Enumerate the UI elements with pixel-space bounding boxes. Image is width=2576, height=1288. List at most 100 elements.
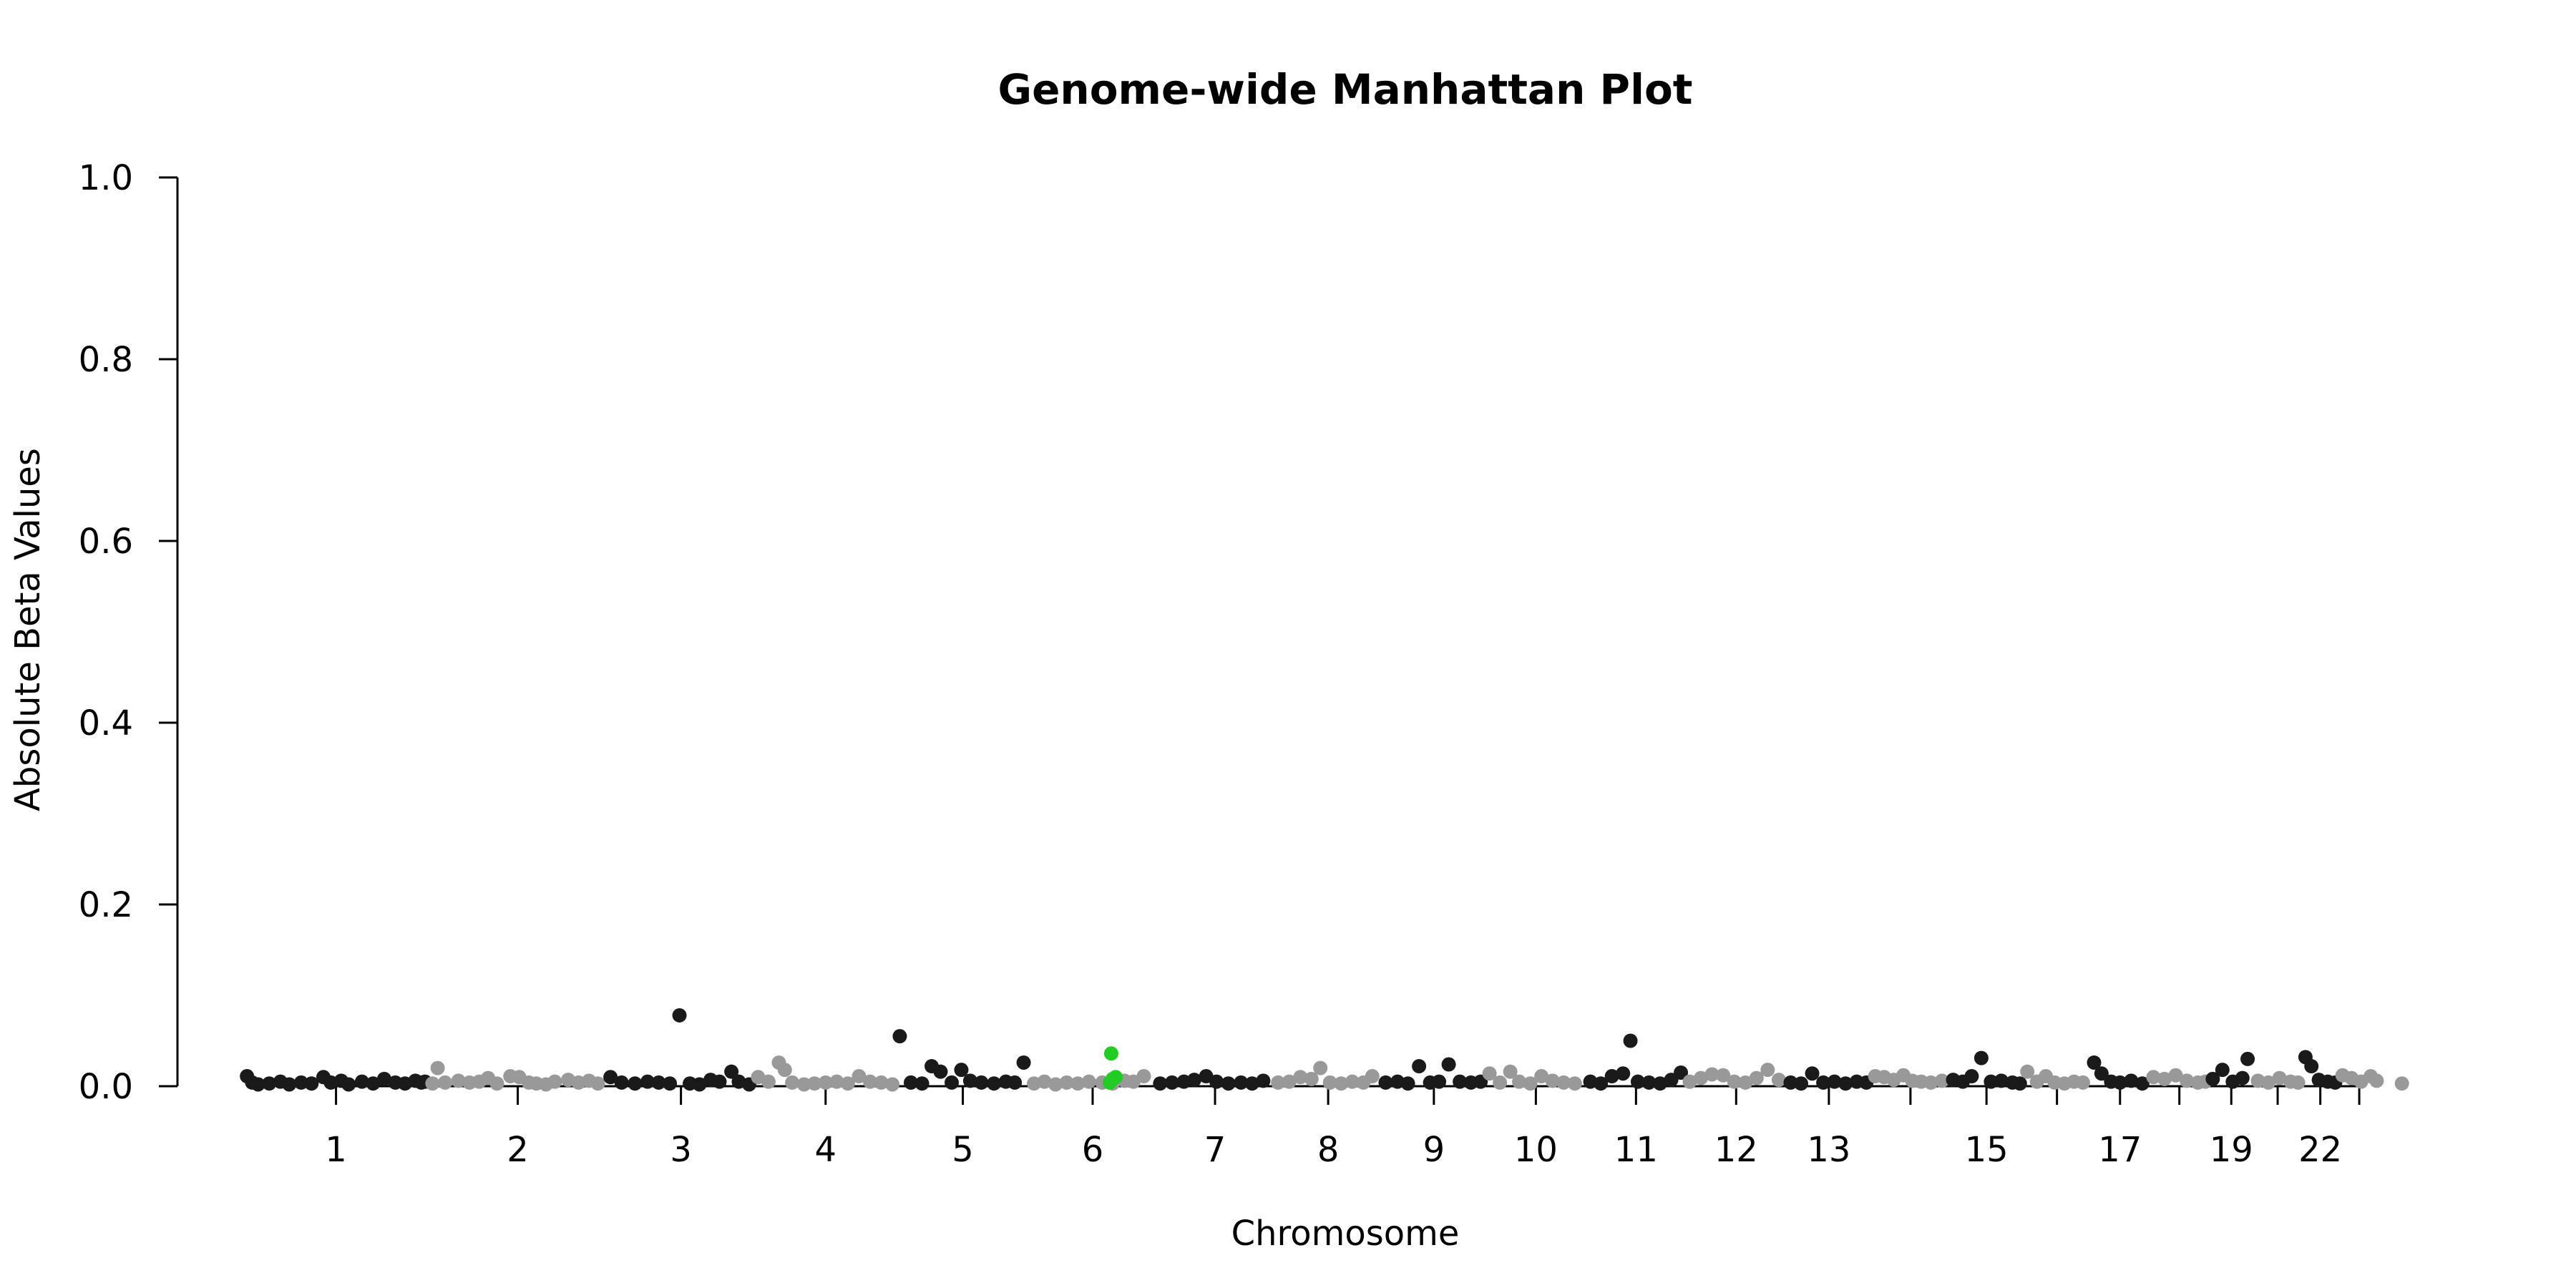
- data-point: [761, 1074, 776, 1089]
- data-point: [282, 1077, 297, 1092]
- x-tick-label: 7: [1204, 1130, 1226, 1170]
- data-point: [1674, 1065, 1689, 1080]
- data-point: [724, 1064, 739, 1079]
- data-point: [1016, 1055, 1031, 1070]
- data-point: [614, 1075, 629, 1090]
- data-point: [1512, 1074, 1527, 1089]
- data-point: [933, 1064, 948, 1079]
- data-point: [1441, 1057, 1456, 1072]
- data-point: [2146, 1070, 2161, 1085]
- data-point: [1974, 1050, 1989, 1065]
- data-point: [425, 1076, 440, 1091]
- x-tick-label: 11: [1614, 1130, 1658, 1170]
- data-point: [818, 1075, 833, 1090]
- data-point: [451, 1073, 466, 1088]
- data-point: [2369, 1073, 2384, 1088]
- highlight-point: [1103, 1046, 1118, 1061]
- y-tick-label: 0.8: [79, 340, 133, 380]
- data-point: [974, 1075, 989, 1090]
- data-point: [354, 1074, 369, 1089]
- data-point: [376, 1071, 391, 1086]
- y-tick-label: 0.2: [79, 885, 133, 925]
- data-point: [1653, 1076, 1668, 1091]
- data-point: [840, 1076, 855, 1091]
- data-point: [914, 1076, 930, 1091]
- data-point: [547, 1074, 562, 1089]
- data-point: [2290, 1075, 2306, 1090]
- data-point: [829, 1074, 844, 1089]
- data-point: [1623, 1033, 1638, 1048]
- data-point: [1794, 1076, 1808, 1091]
- data-point: [1412, 1059, 1427, 1074]
- data-point: [1630, 1074, 1645, 1089]
- data-point: [1604, 1069, 1619, 1084]
- data-point: [1716, 1068, 1731, 1083]
- data-point: [1783, 1075, 1798, 1090]
- data-point: [672, 1008, 687, 1023]
- data-point: [1805, 1066, 1820, 1081]
- data-point: [1334, 1076, 1349, 1091]
- data-point: [945, 1075, 960, 1090]
- x-tick-label: 8: [1317, 1130, 1340, 1170]
- data-point: [1059, 1075, 1074, 1090]
- data-point: [640, 1074, 655, 1089]
- x-tick-label: 15: [1965, 1130, 2009, 1170]
- data-point: [1923, 1075, 1938, 1090]
- y-tick-label: 0.6: [79, 522, 133, 562]
- data-point: [1694, 1070, 1709, 1085]
- data-point: [1432, 1074, 1447, 1089]
- x-tick-label: 3: [670, 1130, 692, 1170]
- data-point: [885, 1077, 900, 1092]
- data-point: [692, 1077, 707, 1092]
- data-point: [603, 1070, 618, 1085]
- data-point: [1256, 1073, 1271, 1088]
- data-point: [1136, 1069, 1151, 1084]
- data-point: [1365, 1069, 1380, 1084]
- data-point: [2094, 1066, 2109, 1081]
- data-point: [2240, 1051, 2255, 1066]
- data-point: [2012, 1076, 2027, 1091]
- data-point: [1704, 1067, 1719, 1082]
- data-point: [1827, 1074, 1842, 1089]
- data-point: [1493, 1075, 1508, 1090]
- data-point: [1187, 1073, 1202, 1088]
- data-point: [1984, 1074, 1999, 1089]
- data-point: [304, 1076, 319, 1091]
- data-point: [1567, 1076, 1582, 1091]
- data-point: [1738, 1075, 1753, 1090]
- data-point: [785, 1075, 800, 1090]
- data-point: [962, 1073, 977, 1088]
- x-tick-label: 2: [507, 1130, 529, 1170]
- y-axis-label: Absolute Beta Values: [8, 448, 48, 811]
- data-point: [712, 1074, 727, 1089]
- data-point: [1994, 1073, 2009, 1088]
- data-point: [628, 1076, 643, 1091]
- data-point: [1322, 1075, 1337, 1090]
- data-point: [2261, 1075, 2276, 1090]
- x-axis-label: Chromosome: [1231, 1214, 1460, 1254]
- data-point: [796, 1077, 811, 1092]
- data-point: [1771, 1073, 1786, 1088]
- data-point: [1594, 1076, 1609, 1091]
- y-tick-label: 0.4: [79, 703, 133, 743]
- data-point: [2135, 1076, 2150, 1091]
- data-point: [1378, 1075, 1393, 1090]
- data-point: [590, 1076, 605, 1091]
- data-point: [1244, 1076, 1259, 1091]
- x-tick-label: 13: [1807, 1130, 1850, 1170]
- data-point: [489, 1076, 504, 1091]
- x-tick-label: 5: [952, 1130, 974, 1170]
- y-tick-label: 1.0: [79, 158, 133, 198]
- data-point: [663, 1076, 678, 1091]
- data-point: [904, 1075, 918, 1090]
- data-point: [2180, 1073, 2195, 1088]
- data-point: [341, 1077, 356, 1092]
- data-point: [1234, 1075, 1249, 1090]
- data-point: [852, 1069, 867, 1084]
- data-point: [2168, 1068, 2183, 1083]
- data-point: [1545, 1073, 1560, 1088]
- data-point: [2124, 1073, 2139, 1088]
- data-point: [1313, 1060, 1328, 1075]
- data-point: [1503, 1064, 1518, 1079]
